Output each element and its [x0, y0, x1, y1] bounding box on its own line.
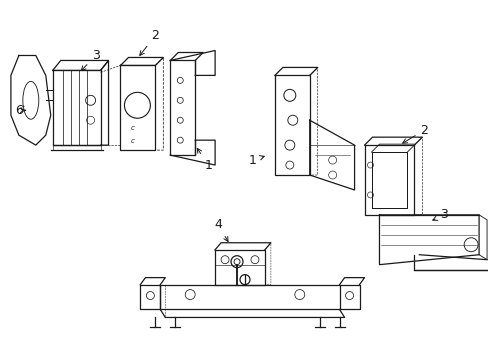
Text: c: c — [21, 105, 25, 111]
Text: 4: 4 — [214, 218, 227, 242]
Text: 2: 2 — [140, 29, 159, 55]
Text: c: c — [130, 138, 134, 144]
Text: 1: 1 — [197, 148, 212, 172]
Text: 6: 6 — [15, 104, 25, 117]
Text: 2: 2 — [402, 124, 427, 143]
Text: 3: 3 — [81, 49, 100, 71]
Text: 1: 1 — [248, 154, 264, 167]
Text: c: c — [130, 125, 134, 131]
Text: 3: 3 — [432, 208, 447, 221]
